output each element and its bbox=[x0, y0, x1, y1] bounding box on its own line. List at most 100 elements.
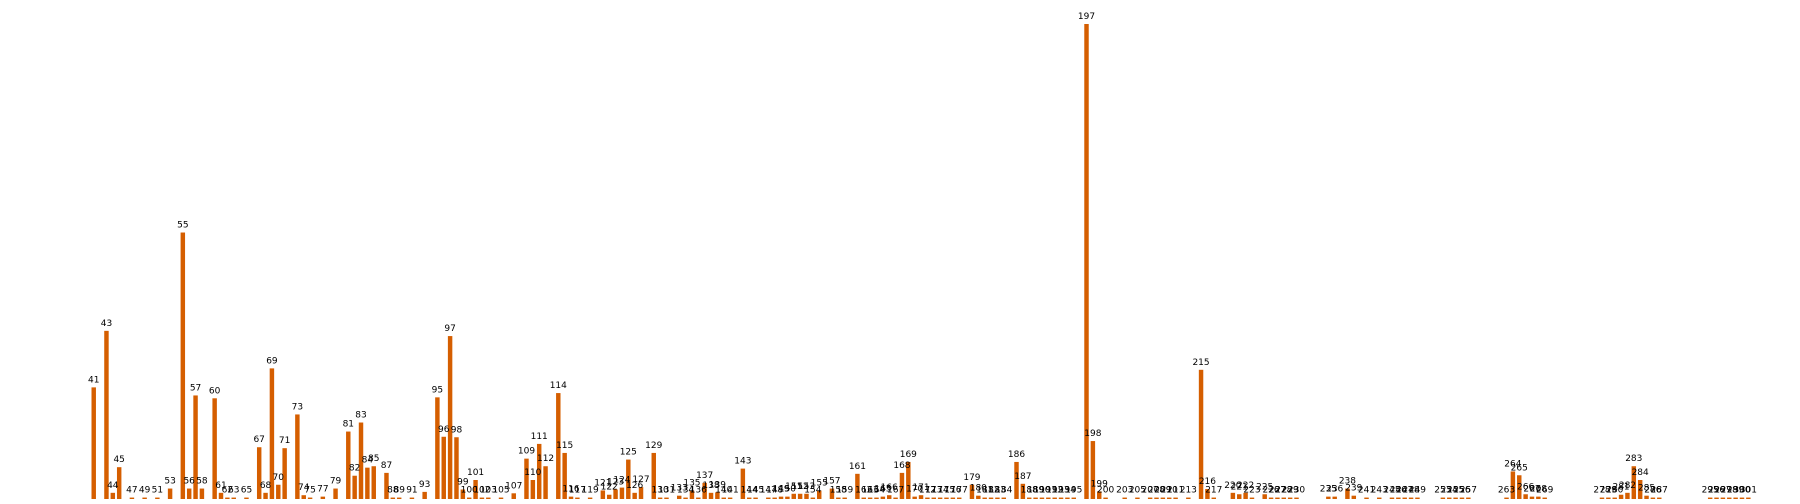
bar-133 bbox=[676, 495, 682, 500]
bar-155 bbox=[817, 490, 822, 499]
bar-58 bbox=[199, 488, 205, 499]
bar-297 bbox=[1720, 497, 1726, 499]
data-label-177: 177 bbox=[951, 486, 968, 496]
data-label-245: 245 bbox=[1383, 486, 1400, 496]
bar-199 bbox=[1097, 491, 1102, 499]
data-label-100: 100 bbox=[461, 486, 478, 496]
bar-226 bbox=[1268, 497, 1274, 499]
bar-95 bbox=[435, 397, 440, 499]
data-label-148: 148 bbox=[766, 486, 783, 496]
data-label-281: 281 bbox=[1612, 483, 1629, 493]
data-label-285: 285 bbox=[1638, 484, 1655, 494]
bar-197 bbox=[1084, 24, 1089, 499]
data-label-87: 87 bbox=[381, 461, 392, 471]
bar-248 bbox=[1408, 497, 1414, 499]
bar-74 bbox=[301, 495, 306, 499]
bar-117 bbox=[575, 497, 580, 499]
bar-246 bbox=[1396, 497, 1401, 499]
data-label-73: 73 bbox=[292, 402, 303, 412]
data-label-45: 45 bbox=[113, 455, 124, 465]
bar-83 bbox=[358, 422, 364, 499]
data-label-213: 213 bbox=[1180, 486, 1197, 496]
bar-165 bbox=[880, 496, 886, 500]
bar-162 bbox=[861, 497, 866, 499]
bar-286 bbox=[1650, 497, 1656, 499]
data-label-236: 236 bbox=[1326, 485, 1343, 495]
data-label-51: 51 bbox=[152, 486, 163, 496]
data-label-263: 263 bbox=[1498, 486, 1515, 496]
data-label-61: 61 bbox=[215, 481, 226, 491]
bar-129 bbox=[651, 452, 656, 500]
data-label-268: 268 bbox=[1530, 485, 1547, 495]
data-label-137: 137 bbox=[696, 471, 713, 481]
bar-280 bbox=[1612, 497, 1617, 499]
data-label-47: 47 bbox=[126, 486, 137, 496]
data-label-129: 129 bbox=[645, 441, 662, 451]
data-label-170: 170 bbox=[906, 485, 923, 495]
bar-107 bbox=[511, 493, 516, 499]
data-label-102: 102 bbox=[473, 486, 490, 496]
data-label-79: 79 bbox=[330, 477, 342, 487]
bar-230 bbox=[1294, 497, 1299, 499]
bar-221 bbox=[1237, 494, 1242, 499]
data-label-254: 254 bbox=[1441, 486, 1458, 496]
bar-77 bbox=[320, 496, 326, 500]
bar-243 bbox=[1377, 497, 1382, 499]
bar-158 bbox=[836, 497, 841, 499]
data-label-133: 133 bbox=[671, 484, 688, 494]
bar-257 bbox=[1466, 497, 1471, 499]
bar-265 bbox=[1517, 475, 1522, 499]
bar-279 bbox=[1606, 497, 1611, 499]
bar-205 bbox=[1135, 497, 1140, 499]
data-label-266: 266 bbox=[1517, 482, 1534, 492]
bar-213 bbox=[1186, 497, 1191, 499]
data-label-180: 180 bbox=[970, 484, 987, 494]
bar-179 bbox=[969, 484, 975, 499]
data-label-112: 112 bbox=[537, 454, 554, 464]
data-label-176: 176 bbox=[944, 486, 961, 496]
bar-161 bbox=[855, 473, 860, 499]
bar-211 bbox=[1173, 497, 1178, 499]
data-label-81: 81 bbox=[343, 420, 354, 430]
bar-236 bbox=[1332, 496, 1337, 500]
data-label-179: 179 bbox=[963, 473, 980, 483]
data-label-226: 226 bbox=[1262, 486, 1279, 496]
data-label-71: 71 bbox=[279, 436, 290, 446]
data-label-215: 215 bbox=[1192, 358, 1209, 368]
bar-159 bbox=[842, 497, 847, 499]
data-label-77: 77 bbox=[317, 485, 328, 495]
bar-170 bbox=[912, 496, 917, 500]
bars-layer bbox=[91, 24, 1751, 500]
bar-180 bbox=[976, 495, 981, 500]
bar-157 bbox=[829, 488, 835, 499]
data-label-173: 173 bbox=[925, 486, 942, 496]
bar-138 bbox=[708, 492, 714, 499]
bar-256 bbox=[1459, 497, 1465, 499]
bar-229 bbox=[1287, 497, 1293, 499]
data-label-154: 154 bbox=[804, 486, 821, 496]
bar-100 bbox=[466, 497, 472, 499]
data-label-192: 192 bbox=[1046, 486, 1063, 496]
bar-49 bbox=[142, 497, 147, 499]
data-label-193: 193 bbox=[1052, 486, 1069, 496]
bar-223 bbox=[1249, 497, 1255, 499]
bar-121 bbox=[600, 490, 606, 499]
data-label-267: 267 bbox=[1523, 485, 1540, 495]
data-label-184: 184 bbox=[995, 486, 1012, 496]
bar-169 bbox=[906, 461, 911, 499]
bar-253 bbox=[1440, 497, 1446, 499]
bar-45 bbox=[116, 467, 122, 500]
data-label-141: 141 bbox=[722, 486, 739, 496]
data-label-138: 138 bbox=[702, 481, 719, 491]
bar-137 bbox=[702, 482, 707, 499]
bar-164 bbox=[874, 497, 879, 499]
data-label-151: 151 bbox=[785, 482, 802, 492]
data-label-127: 127 bbox=[632, 475, 649, 485]
bar-110 bbox=[530, 480, 536, 499]
data-label-91: 91 bbox=[406, 486, 417, 496]
bar-209 bbox=[1160, 497, 1166, 499]
data-label-119: 119 bbox=[582, 486, 599, 496]
data-label-58: 58 bbox=[196, 477, 208, 487]
bar-98 bbox=[454, 437, 459, 499]
